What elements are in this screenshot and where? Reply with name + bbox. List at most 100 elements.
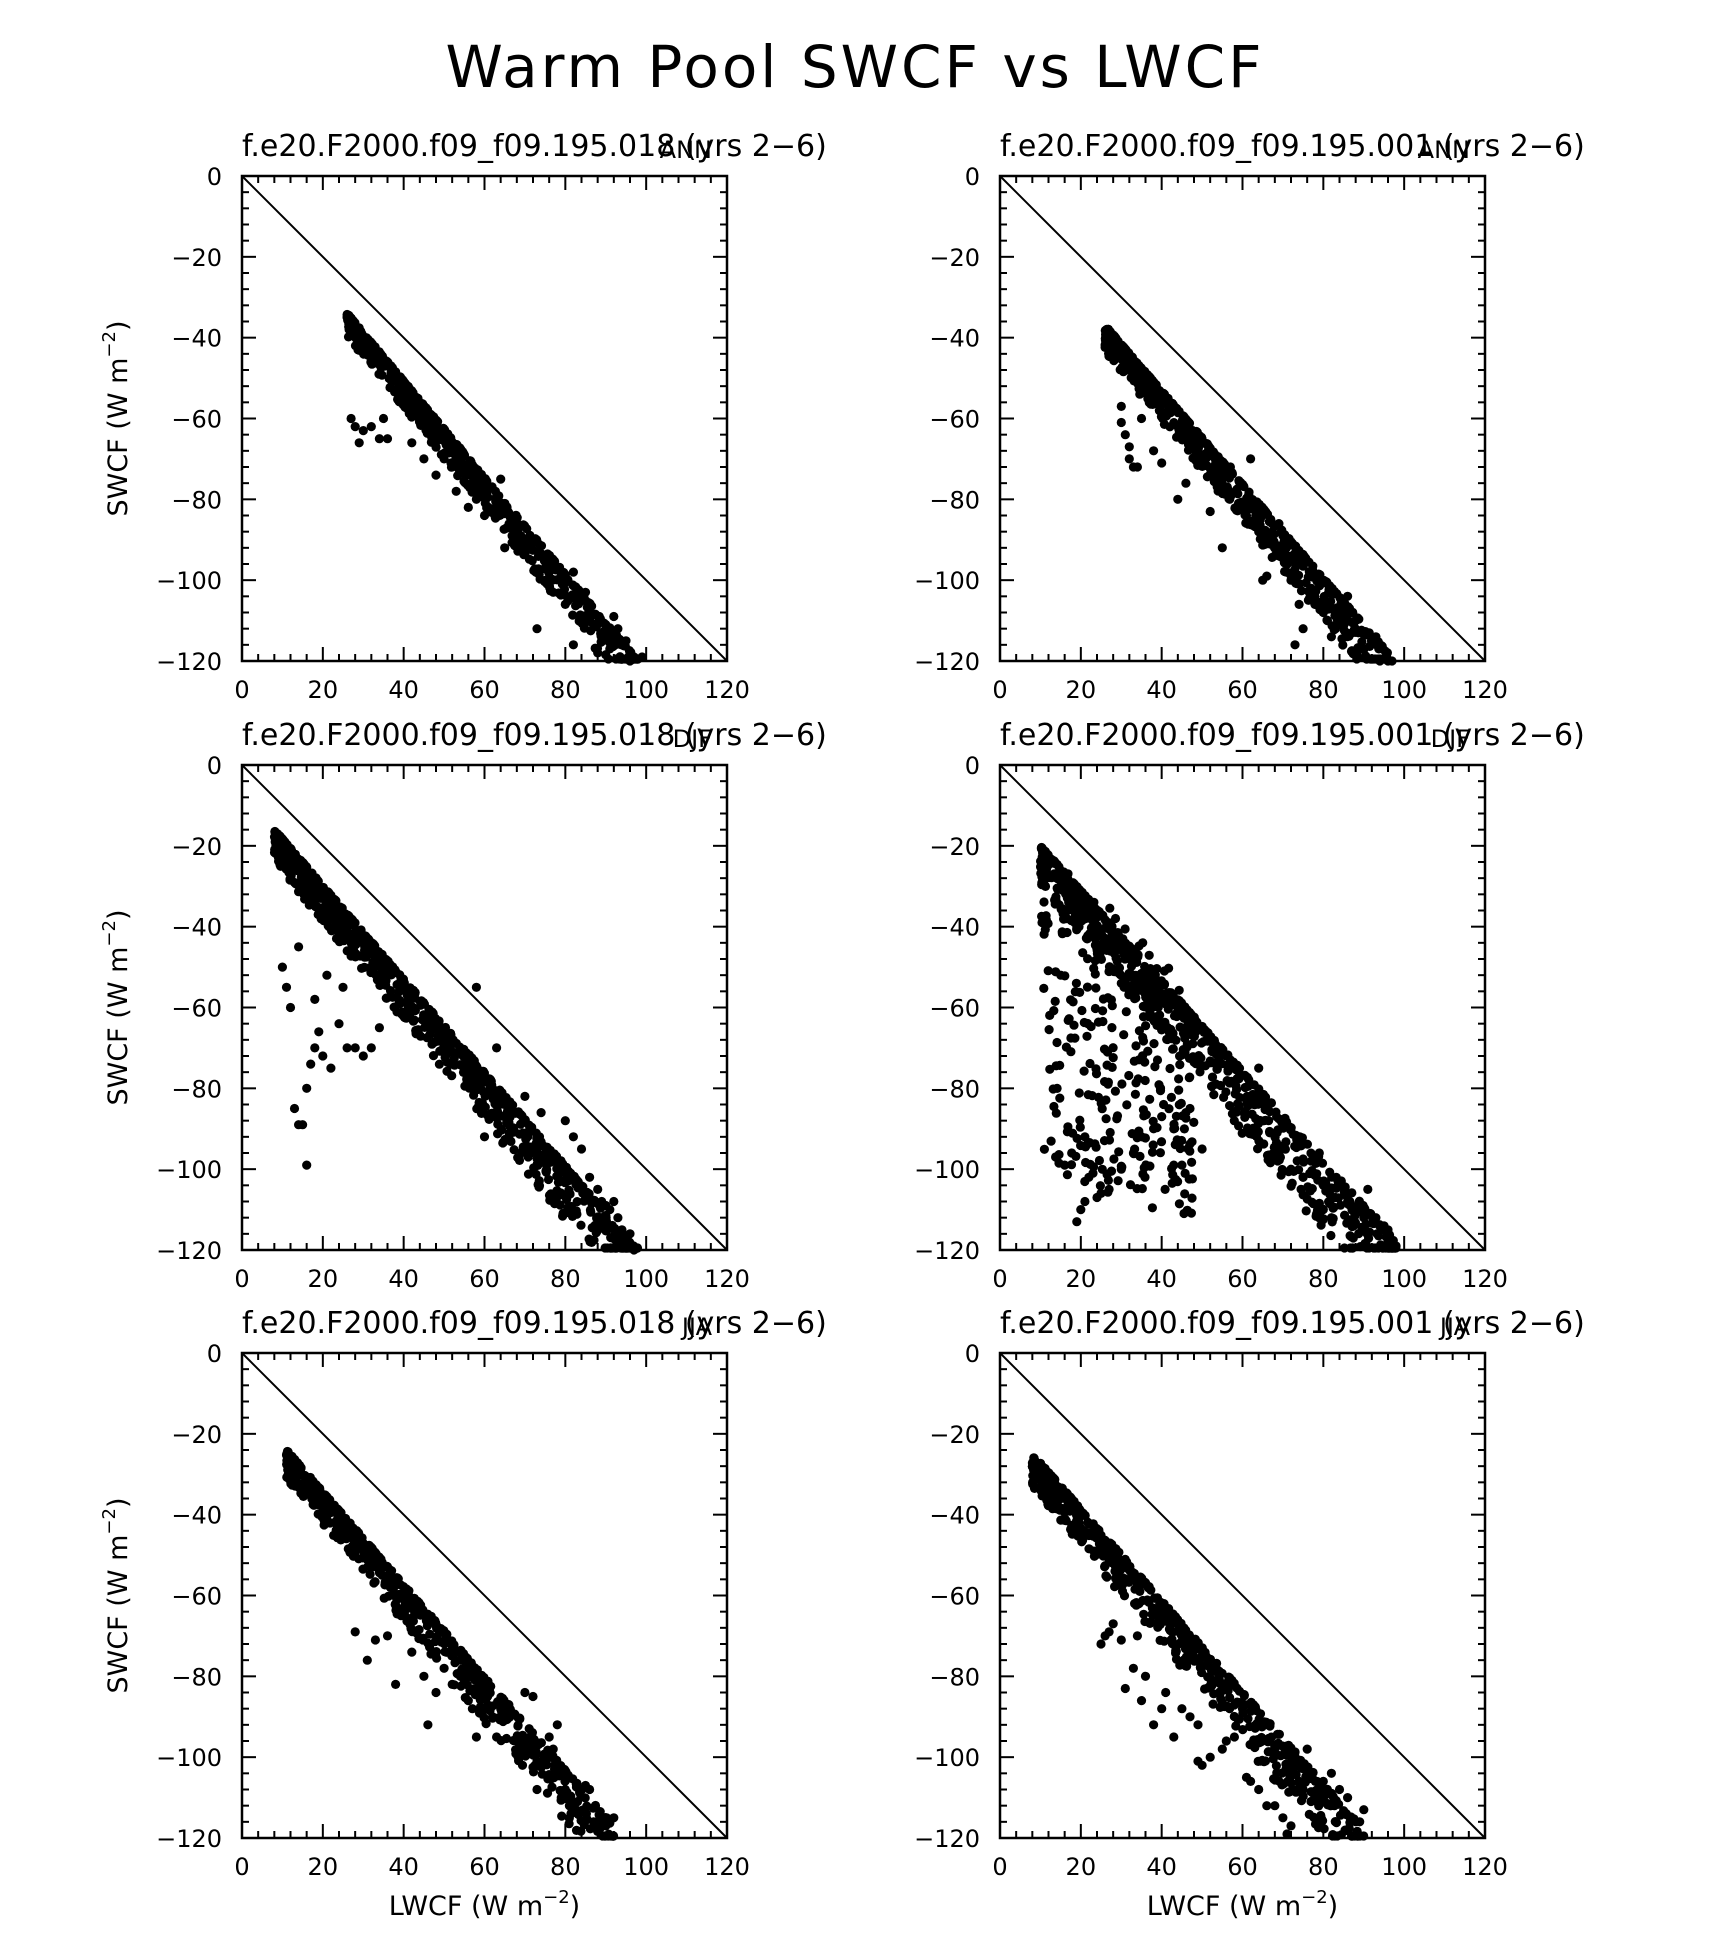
x-tick-label: 60 xyxy=(1227,676,1258,704)
x-tick-label: 100 xyxy=(1381,676,1427,704)
panel-title: f.e20.F2000.f09_f09.195.001 (yrs 2−6) xyxy=(1000,718,1585,753)
axis-ticks xyxy=(241,764,728,1251)
data-point xyxy=(1118,367,1128,377)
y-tick-label: −120 xyxy=(156,648,222,676)
data-point xyxy=(1155,391,1165,401)
y-tick-label: −60 xyxy=(171,995,222,1023)
data-point xyxy=(376,949,386,959)
data-point xyxy=(576,1220,586,1230)
data-point xyxy=(466,456,476,466)
data-point xyxy=(1101,1114,1111,1124)
data-point xyxy=(1080,1196,1090,1207)
data-point xyxy=(386,361,396,371)
data-point xyxy=(1051,1108,1061,1118)
data-point xyxy=(350,1043,360,1053)
data-point xyxy=(547,1782,557,1792)
data-point xyxy=(520,1091,530,1101)
data-point xyxy=(283,1465,293,1475)
data-point xyxy=(516,1748,527,1758)
data-point xyxy=(372,975,382,985)
data-point xyxy=(1099,1136,1110,1146)
data-point xyxy=(1049,1006,1059,1016)
data-point xyxy=(1090,969,1100,979)
data-point xyxy=(1181,414,1191,424)
data-point xyxy=(367,359,377,369)
data-point xyxy=(391,1679,401,1689)
y-tick-label: 0 xyxy=(965,752,980,780)
data-point xyxy=(1137,1184,1147,1194)
scatter-panel-ann-1: f.e20.F2000.f09_f09.195.018 (yrs 2−6)ANN… xyxy=(99,129,827,704)
data-point xyxy=(1294,570,1304,580)
data-point xyxy=(562,1195,572,1205)
data-point xyxy=(1201,454,1211,464)
data-point xyxy=(1131,1078,1141,1088)
data-point xyxy=(435,1046,445,1056)
data-point xyxy=(406,1623,416,1634)
chart-title: Warm Pool SWCF vs LWCF xyxy=(445,33,1264,101)
data-point xyxy=(1188,1016,1198,1026)
data-point xyxy=(399,978,409,988)
data-point xyxy=(1189,1117,1199,1127)
data-point xyxy=(1057,927,1067,937)
data-point xyxy=(1147,1203,1157,1213)
data-point xyxy=(1171,1009,1181,1019)
data-point xyxy=(440,1022,451,1033)
data-point xyxy=(430,1636,440,1647)
data-point xyxy=(1294,599,1304,610)
data-point xyxy=(1206,446,1216,456)
data-point xyxy=(1175,1022,1185,1032)
data-point xyxy=(370,1635,380,1645)
data-point xyxy=(302,1160,312,1170)
data-point xyxy=(516,1740,526,1750)
data-point xyxy=(475,1687,486,1698)
data-point xyxy=(419,1671,429,1681)
data-point xyxy=(277,962,287,972)
data-point xyxy=(1264,530,1274,540)
data-point xyxy=(1310,1170,1320,1180)
data-point xyxy=(582,1801,592,1811)
data-point xyxy=(277,840,287,850)
data-point xyxy=(1273,541,1283,551)
data-point xyxy=(1196,1038,1207,1048)
data-point xyxy=(1297,553,1307,563)
data-point xyxy=(1063,869,1073,879)
data-point xyxy=(1185,1146,1195,1156)
data-point xyxy=(1320,599,1330,609)
y-tick-label: −80 xyxy=(929,486,980,514)
data-point xyxy=(1050,996,1060,1007)
data-point xyxy=(1145,1094,1155,1104)
data-point xyxy=(1207,1081,1217,1091)
data-point xyxy=(1307,1184,1317,1194)
data-point xyxy=(1052,1083,1062,1093)
data-point xyxy=(415,417,425,427)
data-point xyxy=(1174,1074,1184,1084)
data-point xyxy=(411,1029,421,1039)
data-point xyxy=(629,652,639,662)
data-point xyxy=(329,1530,339,1540)
data-point xyxy=(1174,1085,1184,1095)
data-point xyxy=(585,616,595,626)
data-point xyxy=(453,462,463,472)
y-tick-label: −120 xyxy=(914,648,980,676)
data-point xyxy=(314,1027,324,1037)
data-point xyxy=(408,1016,418,1026)
data-point xyxy=(339,936,349,946)
data-point xyxy=(366,422,376,432)
data-point xyxy=(1098,1016,1108,1027)
y-tick-label: −20 xyxy=(171,833,222,861)
data-point xyxy=(1185,1103,1195,1114)
data-point xyxy=(1104,1184,1114,1194)
data-point xyxy=(1082,982,1093,992)
data-point xyxy=(1136,363,1146,373)
data-point xyxy=(1155,1086,1166,1096)
data-point xyxy=(1188,1039,1198,1049)
data-point xyxy=(338,1516,349,1526)
data-point xyxy=(1241,510,1252,521)
data-point xyxy=(407,1647,417,1657)
data-point xyxy=(1138,1032,1148,1043)
data-point xyxy=(556,1793,566,1803)
data-point xyxy=(1148,396,1159,406)
data-point xyxy=(434,1059,444,1069)
data-point xyxy=(320,1518,330,1528)
data-point xyxy=(422,1033,432,1043)
